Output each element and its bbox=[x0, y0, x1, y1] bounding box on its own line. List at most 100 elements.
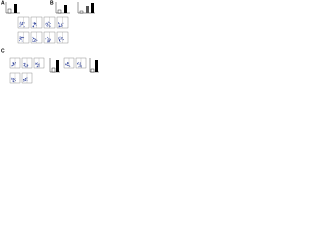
event-dot bbox=[12, 63, 14, 64]
event-dot bbox=[20, 25, 22, 27]
event-dot bbox=[23, 62, 25, 64]
bar bbox=[95, 60, 98, 72]
event-dot bbox=[62, 22, 64, 24]
event-dot bbox=[34, 40, 36, 42]
event-dot bbox=[35, 39, 37, 41]
event-dot bbox=[49, 25, 51, 27]
event-dot bbox=[32, 36, 34, 38]
event-dot bbox=[24, 63, 26, 65]
event-dot bbox=[49, 38, 51, 40]
event-dot bbox=[32, 26, 34, 27]
bar-chart-b1 bbox=[55, 2, 70, 14]
event-dot bbox=[67, 65, 69, 66]
event-dot bbox=[47, 38, 49, 40]
flow-plots bbox=[9, 16, 87, 84]
event-dot bbox=[58, 23, 59, 25]
event-dot bbox=[34, 38, 36, 40]
event-dot bbox=[13, 63, 15, 65]
event-dot bbox=[24, 62, 26, 64]
event-dot bbox=[21, 40, 23, 42]
bar bbox=[91, 3, 94, 13]
event-dot bbox=[79, 63, 81, 65]
panel-label: B bbox=[50, 0, 54, 6]
bar-chart-c2 bbox=[89, 58, 99, 73]
event-dot bbox=[13, 78, 15, 80]
event-dot bbox=[37, 62, 38, 64]
event-dot bbox=[34, 22, 36, 24]
bar-chart-c1 bbox=[49, 58, 60, 73]
event-dot bbox=[32, 40, 34, 42]
event-dot bbox=[21, 23, 23, 25]
event-dot bbox=[60, 25, 62, 27]
event-dot bbox=[66, 65, 68, 66]
event-dot bbox=[23, 65, 25, 67]
event-dot bbox=[27, 64, 29, 66]
event-dot bbox=[23, 80, 25, 82]
event-dot bbox=[61, 37, 63, 39]
event-dot bbox=[59, 36, 61, 38]
bar-chart-b2 bbox=[77, 2, 95, 14]
bar bbox=[64, 5, 67, 13]
panel-label: A bbox=[1, 0, 5, 6]
event-dot bbox=[22, 36, 24, 38]
event-dot bbox=[45, 23, 47, 25]
event-dot bbox=[33, 25, 35, 27]
figure: A B C bbox=[1, 0, 99, 84]
event-dot bbox=[77, 62, 79, 63]
event-dot bbox=[39, 63, 40, 65]
event-dot bbox=[46, 25, 48, 27]
event-dot bbox=[23, 80, 25, 82]
event-dot bbox=[59, 38, 61, 40]
event-dot bbox=[19, 21, 21, 23]
bar bbox=[7, 8, 12, 14]
event-dot bbox=[61, 38, 62, 40]
event-dot bbox=[69, 65, 71, 67]
event-dot bbox=[33, 23, 35, 25]
event-dot bbox=[59, 23, 61, 25]
event-dot bbox=[27, 66, 28, 68]
event-dot bbox=[21, 37, 22, 38]
event-dot bbox=[79, 66, 81, 68]
event-dot bbox=[20, 38, 22, 40]
event-dot bbox=[12, 64, 13, 66]
bar bbox=[14, 4, 17, 13]
event-dot bbox=[35, 38, 37, 40]
event-dot bbox=[36, 39, 38, 41]
event-dot bbox=[79, 62, 81, 64]
bar bbox=[90, 68, 95, 73]
axis bbox=[77, 2, 95, 14]
event-dot bbox=[35, 62, 37, 64]
event-dot bbox=[19, 40, 20, 42]
event-dot bbox=[58, 22, 60, 24]
event-dot bbox=[58, 26, 60, 28]
bar bbox=[57, 9, 62, 14]
event-dot bbox=[24, 78, 26, 80]
event-dot bbox=[24, 64, 26, 66]
event-dot bbox=[21, 38, 23, 40]
event-dot bbox=[67, 62, 69, 64]
event-dot bbox=[61, 25, 63, 27]
event-dot bbox=[47, 36, 49, 38]
event-dot bbox=[37, 63, 39, 65]
event-dot bbox=[19, 38, 21, 40]
event-dot bbox=[19, 23, 21, 25]
event-dot bbox=[80, 65, 82, 67]
event-dot bbox=[59, 40, 61, 42]
event-dot bbox=[47, 41, 49, 43]
event-dot bbox=[19, 25, 21, 27]
event-dot bbox=[59, 40, 61, 42]
panel-label: C bbox=[1, 48, 5, 54]
event-dot bbox=[78, 66, 80, 68]
event-dot bbox=[36, 66, 38, 68]
event-dot bbox=[20, 37, 22, 39]
event-dot bbox=[59, 25, 61, 27]
event-dot bbox=[34, 24, 36, 26]
event-dot bbox=[47, 21, 49, 23]
event-dot bbox=[24, 66, 26, 68]
event-dot bbox=[32, 38, 34, 39]
bar bbox=[56, 60, 59, 72]
event-dot bbox=[23, 26, 25, 28]
event-dot bbox=[77, 63, 79, 65]
bar-chart-a bbox=[5, 2, 20, 14]
event-dot bbox=[65, 64, 66, 66]
